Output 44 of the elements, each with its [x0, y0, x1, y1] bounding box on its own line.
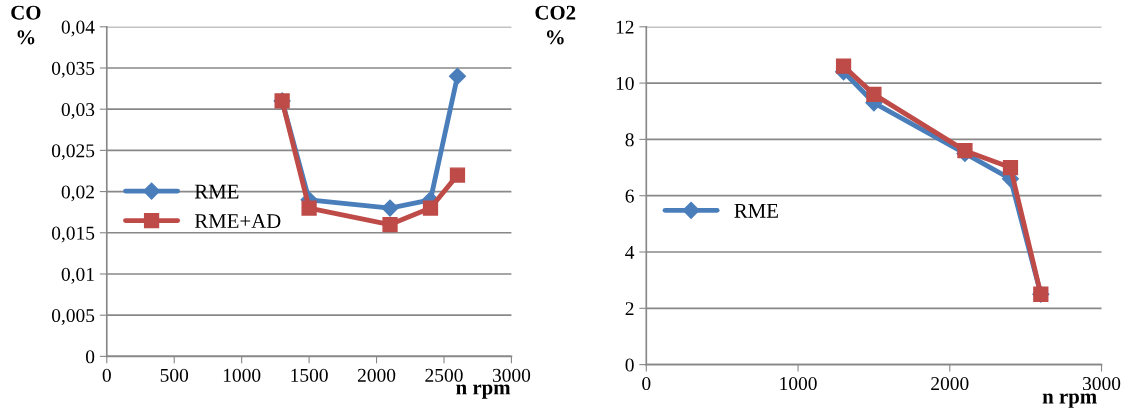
y-tick-label: 0,04: [61, 20, 95, 37]
x-tick-label: 3000: [492, 368, 531, 382]
y-tick-label: 6: [625, 189, 634, 203]
x-tick-label: 1000: [780, 376, 817, 391]
y-tick-label: 0,035: [51, 61, 95, 78]
legend-label: RME: [194, 184, 239, 199]
legend-label: RME+AD: [194, 214, 281, 228]
point: [381, 199, 399, 217]
point: [448, 67, 467, 85]
point: [1002, 159, 1019, 176]
x-tick-label: 2500: [425, 368, 463, 382]
point: [866, 86, 882, 102]
y-tick-label: 0,005: [51, 309, 95, 325]
x-axis-title: n rpm: [1042, 393, 1097, 408]
y-tick-label: 0: [85, 350, 95, 364]
y-tick-label: 4: [625, 245, 635, 259]
point: [422, 200, 439, 216]
y-axis-title: CO2 %: [535, 5, 576, 45]
x-tick-label: 500: [160, 368, 189, 382]
x-tick-label: 1500: [291, 368, 328, 382]
point: [957, 143, 973, 159]
legend-label: RME: [734, 204, 778, 218]
x-tick-label: 0: [642, 376, 651, 391]
x-tick-label: 2000: [931, 376, 969, 391]
y-tick-label: 0,01: [61, 267, 94, 284]
y-tick-label: 12: [616, 20, 634, 34]
x-tick-label: 0: [102, 368, 111, 382]
y-tick-label: 0: [625, 358, 634, 372]
y-tick-label: 0,025: [51, 144, 95, 161]
point: [835, 58, 852, 74]
x-tick-label: 1000: [223, 368, 261, 382]
x-tick-label: 3000: [1083, 376, 1121, 391]
point: [301, 200, 317, 216]
x-tick-label: 2000: [357, 368, 396, 382]
y-tick-label: 2: [625, 302, 634, 316]
y-tick-label: 0,02: [61, 185, 94, 202]
y-tick-label: 0,03: [61, 103, 95, 119]
y-tick-label: 8: [625, 133, 634, 147]
point: [449, 167, 466, 183]
point: [382, 216, 398, 233]
y-tick-label: 10: [616, 76, 634, 91]
y-tick-label: 0,015: [51, 226, 95, 243]
y-axis-title: CO %: [11, 5, 41, 45]
x-axis-title: n rpm: [456, 384, 511, 399]
